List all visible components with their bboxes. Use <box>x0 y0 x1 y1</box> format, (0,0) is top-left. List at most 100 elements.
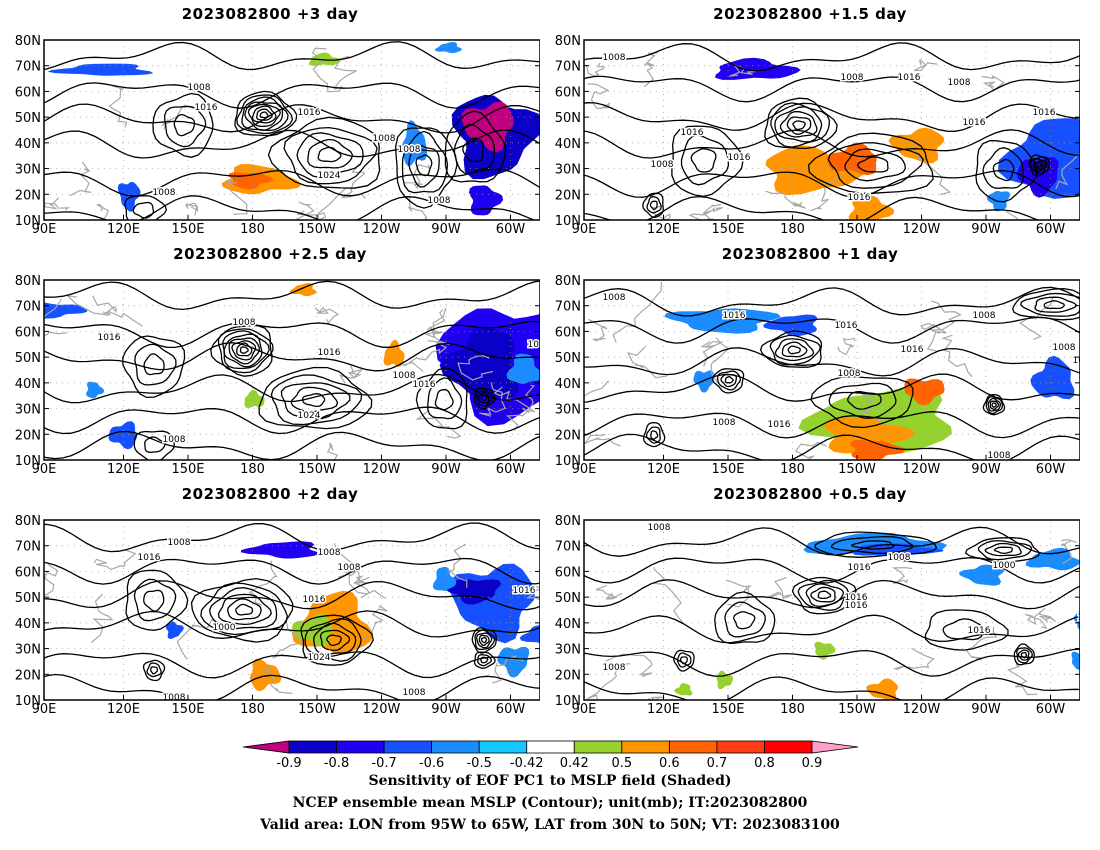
isobar-contour <box>1032 158 1046 173</box>
panel-title: 2023082800 +0.5 day <box>713 485 907 503</box>
isobar-contour <box>200 582 288 636</box>
isobar-contour <box>690 148 717 173</box>
isobar-contour <box>770 102 830 148</box>
sensitivity-shade <box>715 57 801 80</box>
lat-label: 30N <box>555 163 581 178</box>
lat-label: 60N <box>15 325 41 340</box>
isobar-contour <box>847 391 882 410</box>
contour-label: 1008 <box>648 523 671 533</box>
coastline <box>700 340 724 367</box>
footer-line-1: Sensitivity of EOF PC1 to MSLP field (Sh… <box>368 773 732 789</box>
isobar-contour <box>258 366 373 430</box>
lon-label: 150W <box>298 702 336 717</box>
coastline <box>506 384 535 432</box>
isobar-contour <box>163 105 207 148</box>
coastline <box>91 593 114 643</box>
contour-label: 1016 <box>298 108 321 118</box>
isobar-contour <box>234 90 298 137</box>
sensitivity-shade <box>1071 651 1080 670</box>
map-area: 100810081016101610161000101610161008 <box>584 520 1080 700</box>
isobar-contour <box>122 335 186 399</box>
coastline <box>447 543 468 588</box>
isobar-contour <box>984 542 1022 557</box>
isobar-contour <box>152 92 214 158</box>
lon-label: 180 <box>780 702 805 717</box>
isobar-contour <box>1020 292 1080 317</box>
lon-label: 90E <box>572 462 597 477</box>
isobar-contour <box>244 101 284 132</box>
isobar-contour <box>584 676 1080 700</box>
contour-label: 1008 <box>988 451 1011 461</box>
isobar-contour <box>759 330 823 368</box>
footer-line-3: Valid area: LON from 95W to 65W, LAT fro… <box>260 817 840 833</box>
coastline <box>93 549 137 571</box>
coastline <box>725 579 753 608</box>
isobar-contour <box>125 569 189 631</box>
sensitivity-shade <box>249 658 282 692</box>
isobar-contour <box>480 394 488 402</box>
isobar-contour <box>480 637 488 644</box>
isobar-contour <box>44 41 540 71</box>
isobar-contour <box>584 75 1080 103</box>
isobar-contour <box>584 316 1080 344</box>
panel-plus-3-day: 2023082800 +3 day 1008 1016 1016 1024 1008 10… <box>0 5 540 237</box>
isobar-contour <box>256 108 273 121</box>
lat-label: 70N <box>555 300 581 315</box>
coastline <box>457 355 494 381</box>
colorbar-swatch <box>431 740 480 754</box>
coastline <box>612 281 663 343</box>
lon-label: 120W <box>363 702 401 717</box>
coastline <box>584 380 609 415</box>
isobar-contour <box>143 353 165 376</box>
lat-label: 50N <box>15 111 41 126</box>
sensitivity-shade <box>432 566 457 591</box>
isobar-contour <box>150 666 159 675</box>
coastline <box>424 307 447 338</box>
contour-label: 1016 <box>723 311 746 321</box>
lat-label: 10N <box>15 214 41 229</box>
coastline <box>941 334 973 378</box>
isobar-contour <box>1020 651 1028 659</box>
colorbar-swatch <box>764 740 813 754</box>
coastline <box>585 62 606 78</box>
coastline <box>479 382 506 417</box>
isobar-contour <box>1016 647 1033 664</box>
coastline <box>108 85 128 128</box>
sensitivity-shade <box>435 42 462 54</box>
contour-label: 1008 <box>168 538 191 548</box>
isobar-contour <box>280 382 351 420</box>
isobar-contour <box>584 347 1080 377</box>
map-area: 10081016101610081016102410081008 <box>44 280 540 460</box>
isobar-contour <box>44 522 540 553</box>
contour-label: 1016 <box>303 595 326 605</box>
sensitivity-shade <box>44 302 88 319</box>
isobar-contour <box>584 129 1080 159</box>
lon-label: 60W <box>1036 222 1066 237</box>
sensitivity-shade <box>848 195 895 220</box>
colorbar-swatch <box>573 740 623 754</box>
isobar-contour <box>44 430 540 460</box>
contour-label: 1008 <box>528 340 540 350</box>
contour-label: 1016 <box>1033 108 1056 118</box>
contour-label: 1024 <box>308 653 331 663</box>
isobar-contour <box>394 127 458 209</box>
coastline <box>688 206 724 220</box>
map-plot: 1008 1008 1016 1008 1016 1016 1016 1008 1016 1016… <box>555 35 1080 237</box>
map-frame <box>583 39 1080 221</box>
contour-label: 1016 <box>848 563 871 573</box>
isobar-contour <box>671 125 744 198</box>
isobar-contour <box>828 382 897 419</box>
isobar-contour <box>236 94 294 135</box>
lon-label: 150E <box>171 462 204 477</box>
sensitivity-shade <box>824 417 915 454</box>
contour-label: 1016 <box>848 193 871 203</box>
contour-label: 1008 <box>163 435 186 445</box>
isobar-contour <box>251 105 277 124</box>
isobar-contour <box>584 411 1080 439</box>
colorbar-label: -0.5 <box>466 756 491 771</box>
isobar-contour <box>434 389 454 411</box>
lat-label: 20N <box>15 668 41 683</box>
isobar-contour <box>480 656 489 664</box>
panel-plus-0-5-day: 2023082800 +0.5 day 1008 1008 1016 1016 1016… <box>540 485 1080 717</box>
isobar-contour <box>807 132 934 194</box>
